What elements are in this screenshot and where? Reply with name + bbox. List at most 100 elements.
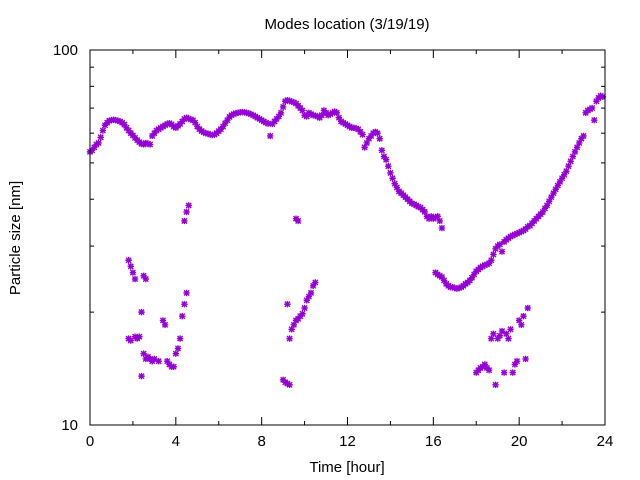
data-point	[95, 139, 102, 147]
data-point	[513, 357, 521, 365]
data-point	[176, 335, 184, 342]
data-point	[361, 144, 368, 151]
data-point	[114, 117, 122, 124]
data-point	[219, 123, 227, 130]
data-point	[509, 232, 516, 239]
data-point	[282, 98, 289, 105]
data-point	[374, 129, 381, 137]
data-point	[301, 304, 308, 312]
plot-frame	[89, 49, 606, 426]
data-point	[515, 229, 523, 236]
data-point	[179, 313, 186, 320]
data-point	[224, 116, 231, 124]
data-point	[507, 233, 514, 240]
data-point	[312, 112, 319, 119]
x-tick-label: 20	[511, 433, 528, 450]
x-tick-label: 0	[86, 433, 94, 450]
data-point	[524, 223, 531, 230]
y-tick-label: 100	[53, 42, 78, 59]
data-point	[470, 271, 478, 278]
data-point	[500, 369, 508, 376]
data-point	[277, 109, 285, 117]
data-point	[312, 279, 319, 286]
data-point	[453, 285, 461, 292]
data-point	[569, 153, 577, 160]
data-point	[275, 113, 283, 120]
y-tick-label: 10	[61, 417, 78, 434]
data-point	[151, 355, 158, 363]
data-point	[129, 269, 137, 276]
data-point	[591, 116, 598, 124]
data-point	[513, 230, 521, 237]
axes: 0 4 8 12 16 20 24 10 100	[53, 42, 613, 450]
data-point	[183, 114, 190, 121]
data-point	[515, 317, 523, 324]
data-point	[477, 364, 484, 372]
data-point	[518, 321, 525, 329]
data-point	[451, 284, 458, 292]
data-point	[543, 202, 551, 209]
data-point	[164, 357, 171, 365]
data-point	[303, 113, 310, 120]
data-point	[548, 194, 555, 201]
x-tick-label: 24	[597, 433, 614, 450]
data-point	[573, 144, 581, 151]
data-point	[571, 148, 579, 156]
data-point	[455, 284, 463, 292]
data-point	[181, 300, 188, 308]
data-point	[378, 147, 386, 154]
data-point	[333, 109, 340, 117]
x-axis-label: Time [hour]	[309, 459, 384, 476]
data-point	[550, 190, 557, 197]
data-point	[552, 186, 559, 193]
x-tick-label: 8	[257, 433, 265, 450]
data-point	[496, 332, 504, 339]
data-point	[505, 335, 512, 342]
data-point	[146, 141, 154, 148]
y-axis-label: Particle size [nm]	[7, 181, 24, 295]
data-point	[509, 369, 516, 376]
data-point	[247, 111, 255, 118]
data-point	[393, 184, 401, 191]
data-point	[488, 335, 495, 342]
data-point	[561, 171, 568, 178]
data-point	[121, 121, 128, 128]
data-point	[496, 241, 504, 248]
data-point	[498, 327, 506, 335]
data-point	[554, 182, 561, 189]
data-point	[187, 116, 195, 123]
data-point	[490, 251, 497, 258]
x-tick-label: 12	[339, 433, 356, 450]
data-point	[507, 326, 514, 333]
data-point	[88, 147, 96, 154]
data-point	[436, 217, 443, 225]
data-point	[140, 272, 147, 279]
data-point	[97, 134, 104, 141]
data-point	[305, 293, 313, 300]
data-point	[380, 153, 388, 160]
data-point	[563, 168, 570, 175]
data-point	[204, 130, 212, 137]
data-point	[125, 257, 132, 264]
data-point	[522, 355, 529, 363]
data-point	[262, 119, 270, 126]
data-point	[303, 297, 310, 304]
data-point	[415, 203, 422, 210]
data-point	[185, 202, 192, 209]
data-point	[558, 175, 566, 182]
data-point	[511, 361, 519, 368]
data-point	[485, 367, 493, 374]
data-point	[434, 213, 441, 220]
data-point	[387, 169, 394, 177]
data-point	[294, 217, 302, 225]
data-point	[183, 208, 190, 216]
data-point	[432, 214, 439, 221]
data-point	[299, 310, 306, 317]
data-point	[389, 175, 396, 182]
data-point	[518, 228, 525, 235]
data-point	[136, 333, 143, 340]
data-point	[438, 273, 446, 281]
data-point	[385, 162, 392, 170]
data-point	[599, 93, 607, 101]
